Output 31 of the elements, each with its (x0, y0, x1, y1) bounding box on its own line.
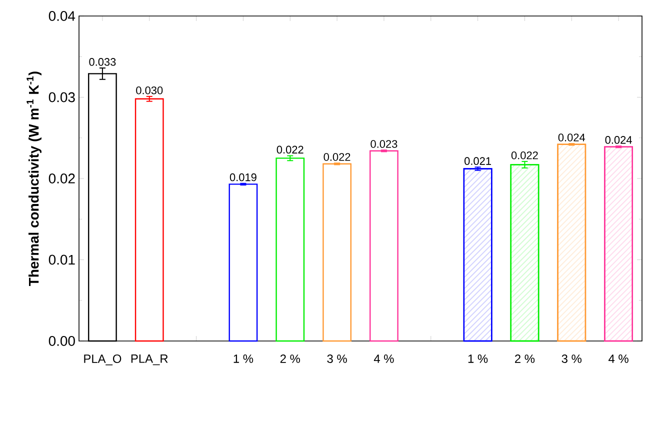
x-tick-label: 4 % (608, 354, 628, 363)
bar (322, 163, 352, 342)
y-tick-label: 0.02 (48, 174, 75, 184)
data-label: 0.022 (511, 151, 538, 160)
y-tick-label: 0.01 (48, 254, 75, 265)
x-tick-label: 4 % (374, 354, 394, 363)
data-label: 0.021 (464, 157, 491, 165)
x-tick-label: 1 % (468, 354, 488, 363)
data-label: 0.019 (230, 173, 256, 182)
x-tick-label: PLA_O (84, 354, 122, 366)
data-label: 0.024 (605, 136, 632, 144)
bar (370, 150, 398, 342)
data-label: 0.024 (558, 134, 586, 142)
y-axis-title: Thermal conductivity (W m$^{-1}$ K$^{-1}$) (26, 72, 42, 286)
x-tick-label: 1 % (234, 354, 254, 363)
bar (228, 184, 258, 342)
bar (276, 158, 305, 342)
y-tick-label: 0.04 (48, 11, 76, 21)
data-label: 0.022 (276, 146, 304, 154)
data-label: 0.030 (136, 86, 163, 94)
x-tick-label: 2 % (515, 354, 535, 363)
x-tick-label: PLA_R (131, 354, 168, 366)
x-tick-label: 2 % (280, 354, 300, 363)
x-tick-label: 3 % (562, 354, 582, 363)
data-label: 0.023 (370, 140, 398, 148)
y-tick-label: 0.03 (48, 92, 75, 102)
y-tick-label: 0.00 (48, 336, 75, 346)
x-tick-label: 3 % (327, 354, 347, 363)
bar (134, 98, 164, 342)
data-label: 0.022 (324, 153, 350, 161)
data-label: 0.033 (89, 58, 116, 66)
